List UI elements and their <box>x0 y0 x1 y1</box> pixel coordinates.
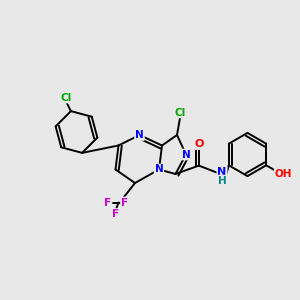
Text: OH: OH <box>275 169 292 179</box>
Text: Cl: Cl <box>61 93 72 103</box>
Text: F: F <box>104 197 112 208</box>
Text: N: N <box>135 130 144 140</box>
Text: H: H <box>218 176 226 186</box>
Text: Cl: Cl <box>174 107 186 118</box>
Text: O: O <box>194 139 204 149</box>
Text: N: N <box>154 164 164 175</box>
Text: F: F <box>112 209 119 219</box>
Text: F: F <box>121 197 128 208</box>
Text: N: N <box>218 167 226 177</box>
Text: N: N <box>182 149 190 160</box>
